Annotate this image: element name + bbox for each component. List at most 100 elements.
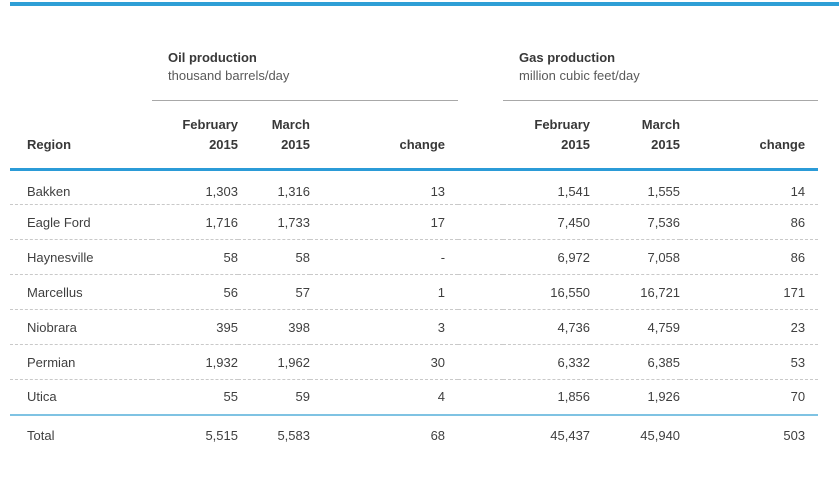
oil-mar-cell: 1,316 [238,169,310,205]
oil-mar-cell: 1,962 [238,344,310,380]
gas-mar-cell: 1,555 [590,169,681,205]
oil-change-cell: 4 [437,389,446,405]
oil-group-title: Oil production [168,50,257,65]
gas-feb-cell: 16,550 [503,274,591,310]
gas-change-cell: 86 [680,239,819,275]
column-gap [458,274,504,310]
column-header-line1: February [534,117,591,132]
region-cell: Niobrara [10,309,152,345]
oil-feb-cell: 395 [152,309,238,345]
oil-change-total-cell: 68 [310,413,459,457]
gas-group-title: Gas production [519,50,616,65]
oil-mar-cell: 398 [238,309,310,345]
gas-march-column-header: March 2015 [590,100,681,171]
gas-feb-cell: 7,450 [503,204,591,240]
column-header-line2: 2015 [561,137,591,152]
region-cell: Bakken [10,169,152,205]
column-gap [458,413,504,457]
gas-feb-cell: 1,541 [503,169,591,205]
gas-group-unit: million cubic feet/day [519,68,640,83]
oil-change-cell: 13 [310,169,459,205]
table-row-niobrara: Niobrara 395 398 3 4,736 4,759 23 [10,309,819,345]
oil-mar-cell: 57 [238,274,310,310]
oil-feb-total-cell: 5,515 [152,413,238,457]
gas-february-column-header: February 2015 [503,100,591,171]
region-cell: Eagle Ford [10,204,152,240]
table-row-eagle-ford: Eagle Ford 1,716 1,733 17 7,450 7,536 86 [10,204,819,240]
gas-change-cell: 14 [680,169,819,205]
column-header-line1: March [271,117,310,132]
production-table: Oil production thousand barrels/day Gas … [10,43,819,457]
total-label-cell: Total [10,413,152,457]
oil-change-cell: 30 [310,344,459,380]
column-header-row: Region February 2015 March 2015 change Feb… [10,100,819,171]
oil-change-cell: 1 [310,274,459,310]
gas-change-cell: 86 [680,204,819,240]
gas-mar-total-cell: 45,940 [590,413,681,457]
gas-feb-cell: 1,856 [557,389,591,405]
column-header-line1: March [641,117,681,132]
group-header-spacer [10,43,152,101]
oil-feb-cell: 1,932 [152,344,238,380]
gas-mar-cell: 16,721 [590,274,681,310]
column-gap [458,239,504,275]
group-header-row: Oil production thousand barrels/day Gas … [10,43,819,101]
oil-mar-cell: 1,733 [238,204,310,240]
gas-mar-cell: 7,536 [590,204,681,240]
gas-mar-cell: 1,926 [647,389,681,405]
table-row-utica: Utica 55 59 4 1,856 1,926 70 [10,380,818,415]
oil-february-column-header: February 2015 [152,100,238,171]
region-column-header: Region [10,100,152,171]
table-row-bakken: Bakken 1,303 1,316 13 1,541 1,555 14 [10,169,819,205]
oil-feb-cell: 1,716 [152,204,238,240]
oil-feb-cell: 58 [152,239,238,275]
gas-change-cell: 70 [790,389,806,405]
region-cell: Utica [27,389,57,405]
column-gap [458,344,504,380]
column-gap [458,380,503,415]
oil-mar-cell: 58 [238,239,310,275]
top-accent-bar [10,2,839,6]
oil-feb-cell: 55 [223,389,238,405]
column-gap [458,100,504,171]
gas-change-cell: 53 [680,344,819,380]
column-header-line2: change [759,137,806,152]
gas-change-cell: 171 [680,274,819,310]
gas-production-group-header: Gas production million cubic feet/day [503,43,819,101]
gas-change-total-cell: 503 [680,413,819,457]
table-row-total: Total 5,515 5,583 68 45,437 45,940 503 [10,413,819,457]
oil-change-cell: 17 [310,204,459,240]
gas-change-column-header: change [680,100,819,171]
oil-march-column-header: March 2015 [238,100,310,171]
oil-mar-total-cell: 5,583 [238,413,310,457]
gas-mar-cell: 7,058 [590,239,681,275]
gas-feb-cell: 4,736 [503,309,591,345]
table-row-marcellus: Marcellus 56 57 1 16,550 16,721 171 [10,274,819,310]
oil-change-cell: - [310,239,459,275]
region-cell: Haynesville [10,239,152,275]
gas-mar-cell: 4,759 [590,309,681,345]
oil-feb-cell: 1,303 [152,169,238,205]
oil-feb-cell: 56 [152,274,238,310]
table-row-haynesville: Haynesville 58 58 - 6,972 7,058 86 [10,239,819,275]
column-header-line2: 2015 [281,137,310,152]
column-header-line2: 2015 [209,137,238,152]
group-header-gap [458,43,503,101]
column-header-line1: February [182,117,238,132]
oil-mar-cell: 59 [295,389,310,405]
column-gap [458,309,504,345]
oil-change-cell: 3 [310,309,459,345]
region-cell: Marcellus [10,274,152,310]
column-gap [458,169,504,205]
gas-feb-cell: 6,332 [503,344,591,380]
gas-change-cell: 23 [680,309,819,345]
gas-feb-cell: 6,972 [503,239,591,275]
oil-production-group-header: Oil production thousand barrels/day [152,43,459,101]
column-header-line2: 2015 [651,137,681,152]
oil-group-unit: thousand barrels/day [168,68,290,83]
table-row-permian: Permian 1,932 1,962 30 6,332 6,385 53 [10,344,819,380]
column-header-line2: change [399,137,446,152]
gas-feb-total-cell: 45,437 [503,413,591,457]
region-cell: Permian [10,344,152,380]
column-gap [458,204,504,240]
